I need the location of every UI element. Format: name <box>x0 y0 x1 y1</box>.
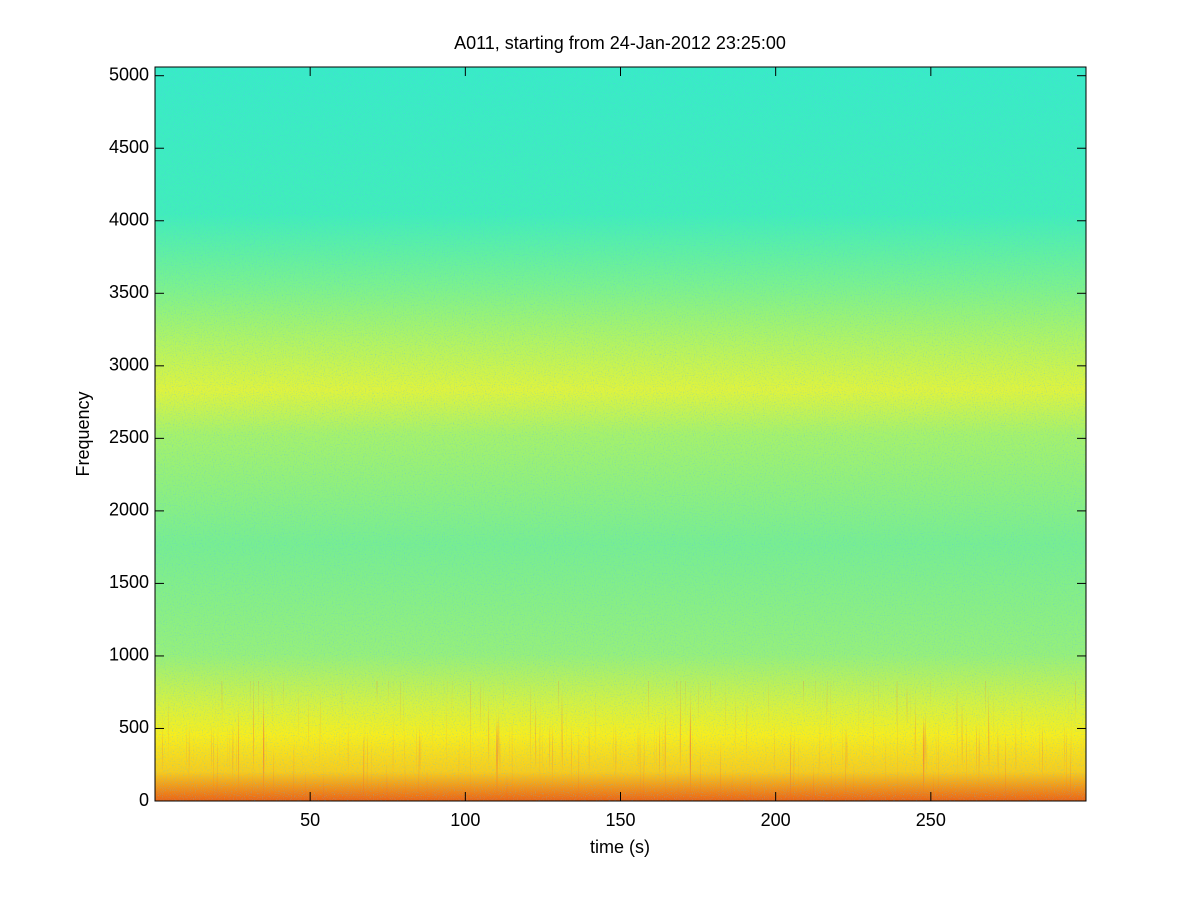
y-tick-label: 4000 <box>109 210 149 230</box>
x-tick-label: 50 <box>300 810 320 830</box>
y-tick-label: 0 <box>139 790 149 810</box>
x-axis-label: time (s) <box>590 837 650 857</box>
y-axis-label: Frequency <box>73 391 93 476</box>
y-tick-label: 1500 <box>109 572 149 592</box>
spectrogram-field <box>155 67 1086 801</box>
y-tick-label: 3000 <box>109 355 149 375</box>
x-tick-label: 200 <box>761 810 791 830</box>
y-tick-label: 5000 <box>109 64 149 84</box>
y-tick-label: 4500 <box>109 137 149 157</box>
noise-speckle <box>155 67 1086 801</box>
x-tick-label: 250 <box>916 810 946 830</box>
y-tick-label: 2500 <box>109 427 149 447</box>
y-tick-label: 1000 <box>109 645 149 665</box>
y-tick-label: 500 <box>119 717 149 737</box>
y-tick-label: 2000 <box>109 500 149 520</box>
x-tick-label: 100 <box>450 810 480 830</box>
chart-title: A011, starting from 24-Jan-2012 23:25:00 <box>454 33 786 53</box>
y-tick-label: 3500 <box>109 282 149 302</box>
x-tick-label: 150 <box>605 810 635 830</box>
low-frequency-streaks <box>155 681 1086 801</box>
